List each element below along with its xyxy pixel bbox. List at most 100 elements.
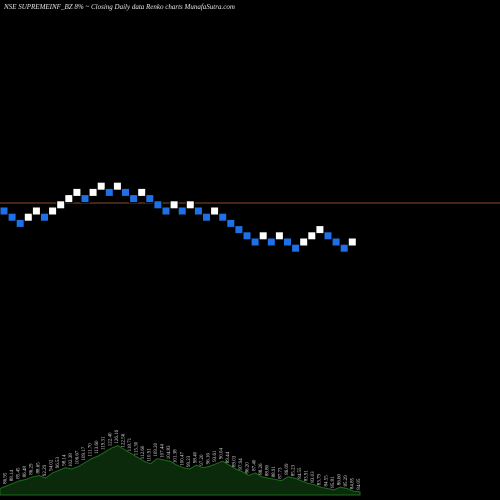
renko-brick <box>0 206 9 216</box>
renko-brick <box>48 206 58 216</box>
renko-brick <box>331 237 341 247</box>
volume-label: 88.14 <box>10 470 15 482</box>
renko-brick <box>266 237 276 247</box>
volume-label: 106.67 <box>76 450 81 464</box>
volume-label: 86.95 <box>4 472 9 484</box>
renko-brick <box>299 237 309 247</box>
renko-brick <box>258 231 268 241</box>
renko-brick <box>129 194 139 204</box>
renko-brick <box>72 187 82 197</box>
renko-brick <box>315 225 325 235</box>
volume-label: 83.03 <box>311 471 316 483</box>
renko-brick <box>193 206 203 216</box>
volume-label: 122.56 <box>121 433 126 447</box>
renko-brick <box>121 187 130 197</box>
volume-label: 85.45 <box>17 467 22 479</box>
volume-label: 107.44 <box>161 444 166 458</box>
volume-label: 88.80 <box>265 464 270 476</box>
volume-label: 83.79 <box>318 473 323 485</box>
volume-label: 85.29 <box>344 475 349 487</box>
volume-label: 87.94 <box>239 458 244 470</box>
renko-brick <box>56 200 66 210</box>
renko-brick <box>31 206 41 216</box>
volume-label: 89.44 <box>226 451 231 463</box>
volume-label: 94.02 <box>49 459 54 471</box>
volume-label: 86.09 <box>285 463 290 475</box>
volume-label: 96.53 <box>56 457 61 469</box>
volume-label: 104.83 <box>167 445 172 459</box>
renko-brick <box>104 187 114 197</box>
volume-label: 85.23 <box>292 464 297 476</box>
volume-label: 88.65 <box>36 462 41 474</box>
volume-area <box>0 445 361 496</box>
volume-label: 102.38 <box>69 453 74 467</box>
renko-brick <box>96 181 106 191</box>
volume-label: 89.03 <box>233 455 238 467</box>
volume-label: 90.04 <box>220 447 225 459</box>
renko-brick <box>15 218 25 228</box>
renko-brick <box>7 212 17 222</box>
volume-label: 86.60 <box>337 473 342 485</box>
volume-labels: 85.05 86.95 88.14 85.45 86.48 86.29 88.65 92.29… <box>0 429 362 489</box>
volume-label: 111.70 <box>89 443 94 457</box>
renko-brick <box>274 231 284 241</box>
renko-brick <box>202 212 211 222</box>
volume-label: 109.20 <box>154 442 159 456</box>
volume-label: 93.61 <box>213 450 218 462</box>
volume-label: 96.16 <box>206 453 211 465</box>
renko-brick <box>137 187 147 197</box>
volume-label: 98.14 <box>62 454 67 466</box>
volume-label: 86.29 <box>30 463 35 475</box>
volume-label: 85.05 <box>0 475 2 487</box>
volume-label: 92.29 <box>43 464 48 476</box>
volume-area-fill <box>0 445 361 496</box>
renko-brick <box>153 200 163 210</box>
volume-label: 98.40 <box>193 451 198 463</box>
volume-label: 97.20 <box>200 454 205 466</box>
volume-label: 84.55 <box>324 475 329 487</box>
volume-label: 126.16 <box>115 429 120 443</box>
volume-label: 119.31 <box>102 436 107 450</box>
renko-brick <box>112 181 122 191</box>
renko-brick <box>283 237 292 247</box>
volume-label: 87.40 <box>252 459 257 471</box>
renko-brick <box>234 225 244 235</box>
volume-label: 100.47 <box>180 451 185 465</box>
volume-label: 112.60 <box>141 445 146 459</box>
volume-label: 110.91 <box>148 448 153 462</box>
volume-label: 84.05 <box>357 478 362 490</box>
volume-label: 86.20 <box>246 462 251 474</box>
renko-brick <box>226 218 236 228</box>
renko-brick <box>218 212 228 222</box>
volume-label: 101.38 <box>174 449 179 463</box>
volume-label: 83.91 <box>305 470 310 482</box>
renko-brick <box>291 243 301 253</box>
renko-bricks <box>0 181 357 253</box>
volume-label: 88.91 <box>272 466 277 478</box>
volume-label: 99.23 <box>187 455 192 467</box>
volume-label: 115.30 <box>134 441 139 455</box>
renko-brick <box>64 194 74 204</box>
volume-label: 84.85 <box>350 477 355 489</box>
volume-label: 113.60 <box>95 440 100 454</box>
chart-title: NSE SUPREMEINF_BZ 8% ~ Closing Daily dat… <box>3 3 235 11</box>
renko-brick <box>250 237 260 247</box>
volume-label: 85.81 <box>331 476 336 488</box>
renko-brick <box>307 231 317 241</box>
volume-label: 122.40 <box>108 432 113 446</box>
renko-brick <box>347 237 357 247</box>
volume-label: 118.71 <box>128 437 133 451</box>
renko-brick <box>145 194 155 204</box>
renko-brick <box>185 200 195 210</box>
renko-brick <box>161 206 171 216</box>
renko-brick <box>242 231 252 241</box>
renko-brick <box>23 212 33 222</box>
renko-brick <box>323 231 333 241</box>
volume-label: 88.26 <box>259 463 264 475</box>
volume-label: 109.17 <box>82 446 87 460</box>
renko-brick <box>339 243 349 253</box>
renko-brick <box>88 187 98 197</box>
volume-label: 87.73 <box>278 467 283 479</box>
